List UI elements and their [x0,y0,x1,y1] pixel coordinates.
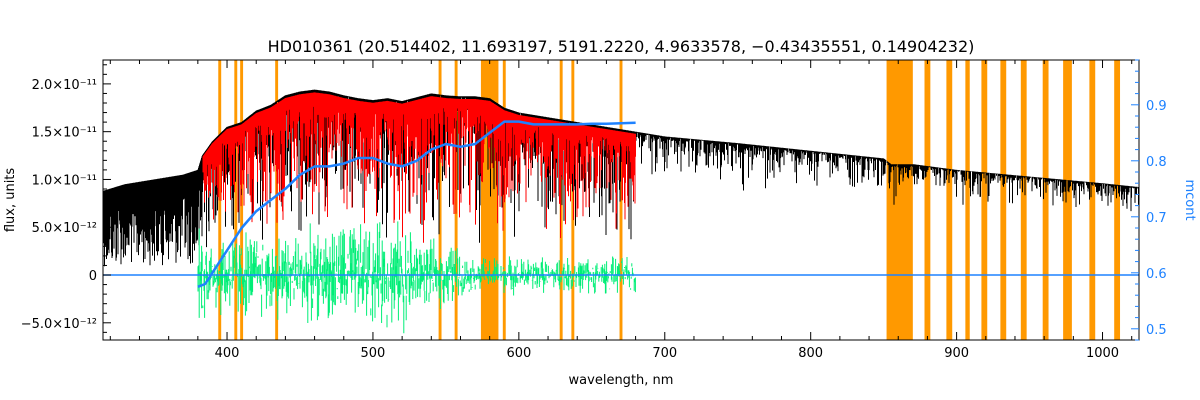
y2-tick-label: 0.8 [1146,155,1167,170]
y2-axis-label: mcont [1182,179,1197,220]
mask-band [619,60,623,340]
y-axis-label: flux, units [3,168,18,233]
mask-band [1042,60,1049,340]
x-axis: 400 500 600 700 800 900 1000 [109,60,1133,361]
y-tick-label: 1.0×10⁻¹¹ [32,173,97,188]
y-axis-left: −5.0×10⁻¹² 0 5.0×10⁻¹² 1.0×10⁻¹¹ 1.5×10⁻¹¹ 2.… [21,64,111,333]
x-tick-label: 500 [361,346,386,361]
mask-band [438,60,442,340]
x-tick-label: 1000 [1086,346,1119,361]
mask-band [240,60,244,340]
mask-band [218,60,222,340]
y-tick-label: −5.0×10⁻¹² [21,317,97,332]
x-tick-label: 600 [506,346,531,361]
mask-band [1020,60,1027,340]
mask-band [559,60,563,340]
mask-band [1089,60,1096,340]
mask-band [946,60,953,340]
mask-band [924,60,931,340]
y2-tick-label: 0.6 [1146,267,1167,282]
mask-band [965,60,970,340]
x-tick-label: 400 [215,346,240,361]
residuals-scatter [197,221,636,334]
x-tick-label: 900 [944,346,969,361]
mask-band [234,60,238,340]
y-tick-label: 0 [89,269,97,284]
plot-frame [102,59,1140,341]
y2-tick-label: 0.9 [1146,99,1167,114]
mcont-curve [197,120,636,288]
mask-band [1063,60,1072,340]
mask-band [981,60,988,340]
mask-band [571,60,575,340]
y-tick-label: 2.0×10⁻¹¹ [32,78,97,93]
y2-tick-label: 0.5 [1146,323,1167,338]
x-axis-label: wavelength, nm [569,373,674,388]
y2-tick-label: 0.7 [1146,211,1167,226]
y-tick-label: 1.5×10⁻¹¹ [32,126,97,141]
y-axis-right: 0.5 0.6 0.7 0.8 0.9 [1131,59,1167,341]
mask-band [1000,60,1007,340]
x-tick-label: 800 [798,346,823,361]
mask-band [886,60,913,340]
residuals-layer [197,221,636,334]
mcont-curve-layer [197,120,636,288]
mask-band [1114,60,1121,340]
y-tick-label: 5.0×10⁻¹² [32,221,97,236]
x-tick-label: 700 [652,346,677,361]
chart-title: HD010361 (20.514402, 11.693197, 5191.222… [268,37,975,56]
